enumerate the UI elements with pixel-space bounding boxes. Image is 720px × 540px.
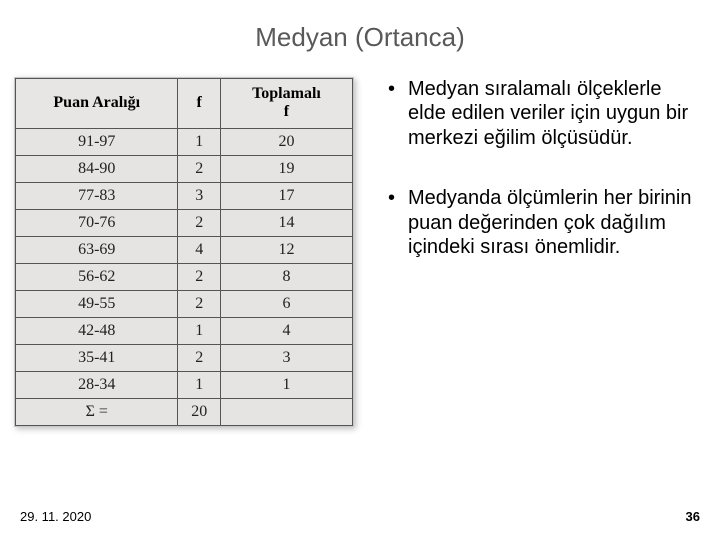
bullet-item: Medyanda ölçümlerin her birinin puan değ… (388, 186, 694, 259)
table-total-row: Σ = 20 (16, 398, 353, 425)
table-row: 91-97 1 20 (16, 128, 353, 155)
cell-f: 2 (178, 344, 220, 371)
cell-f: 2 (178, 290, 220, 317)
cell-range: 63-69 (16, 236, 178, 263)
header-cumf-line2: f (225, 103, 348, 121)
frequency-table-frame: Puan Aralığı f Toplamalı f 91-97 1 (14, 77, 354, 427)
header-f: f (178, 79, 220, 129)
content-row: Puan Aralığı f Toplamalı f 91-97 1 (0, 53, 720, 427)
table-body: 91-97 1 20 84-90 2 19 77-83 3 17 (16, 128, 353, 425)
cell-cumf: 4 (220, 317, 352, 344)
cell-cumf: 6 (220, 290, 352, 317)
bullet-item: Medyan sıralamalı ölçeklerle elde edilen… (388, 77, 694, 150)
cell-range: 56-62 (16, 263, 178, 290)
cell-f: 2 (178, 263, 220, 290)
table-header-row: Puan Aralığı f Toplamalı f (16, 79, 353, 129)
cell-f: 4 (178, 236, 220, 263)
cell-f: 2 (178, 209, 220, 236)
frequency-table: Puan Aralığı f Toplamalı f 91-97 1 (15, 78, 353, 426)
header-range: Puan Aralığı (16, 79, 178, 129)
table-row: 35-41 2 3 (16, 344, 353, 371)
table-row: 84-90 2 19 (16, 155, 353, 182)
cell-total-cumf (220, 398, 352, 425)
cell-cumf: 1 (220, 371, 352, 398)
cell-range: 84-90 (16, 155, 178, 182)
footer-date: 29. 11. 2020 (20, 509, 91, 524)
header-cumf-line1: Toplamalı (225, 85, 348, 103)
cell-f: 1 (178, 371, 220, 398)
cell-cumf: 17 (220, 182, 352, 209)
cell-range: 28-34 (16, 371, 178, 398)
cell-f: 3 (178, 182, 220, 209)
cell-range: 70-76 (16, 209, 178, 236)
table-row: 56-62 2 8 (16, 263, 353, 290)
cell-cumf: 12 (220, 236, 352, 263)
cell-total-f: 20 (178, 398, 220, 425)
slide-footer: 29. 11. 2020 36 (20, 509, 700, 524)
cell-range: 49-55 (16, 290, 178, 317)
cell-range: 91-97 (16, 128, 178, 155)
cell-cumf: 20 (220, 128, 352, 155)
table-row: 49-55 2 6 (16, 290, 353, 317)
cell-cumf: 14 (220, 209, 352, 236)
cell-cumf: 3 (220, 344, 352, 371)
slide-container: Medyan (Ortanca) Puan Aralığı f Toplamal… (0, 0, 720, 540)
table-row: 77-83 3 17 (16, 182, 353, 209)
table-row: 70-76 2 14 (16, 209, 353, 236)
cell-f: 2 (178, 155, 220, 182)
cell-total-label: Σ = (16, 398, 178, 425)
table-row: 42-48 1 4 (16, 317, 353, 344)
cell-cumf: 19 (220, 155, 352, 182)
frequency-table-wrapper: Puan Aralığı f Toplamalı f 91-97 1 (14, 77, 354, 427)
page-number: 36 (686, 509, 700, 524)
cell-f: 1 (178, 128, 220, 155)
cell-cumf: 8 (220, 263, 352, 290)
slide-title: Medyan (Ortanca) (0, 0, 720, 53)
cell-range: 42-48 (16, 317, 178, 344)
table-row: 28-34 1 1 (16, 371, 353, 398)
cell-range: 77-83 (16, 182, 178, 209)
bullet-list: Medyan sıralamalı ölçeklerle elde edilen… (354, 77, 700, 427)
cell-range: 35-41 (16, 344, 178, 371)
cell-f: 1 (178, 317, 220, 344)
header-cumf: Toplamalı f (220, 79, 352, 129)
table-row: 63-69 4 12 (16, 236, 353, 263)
